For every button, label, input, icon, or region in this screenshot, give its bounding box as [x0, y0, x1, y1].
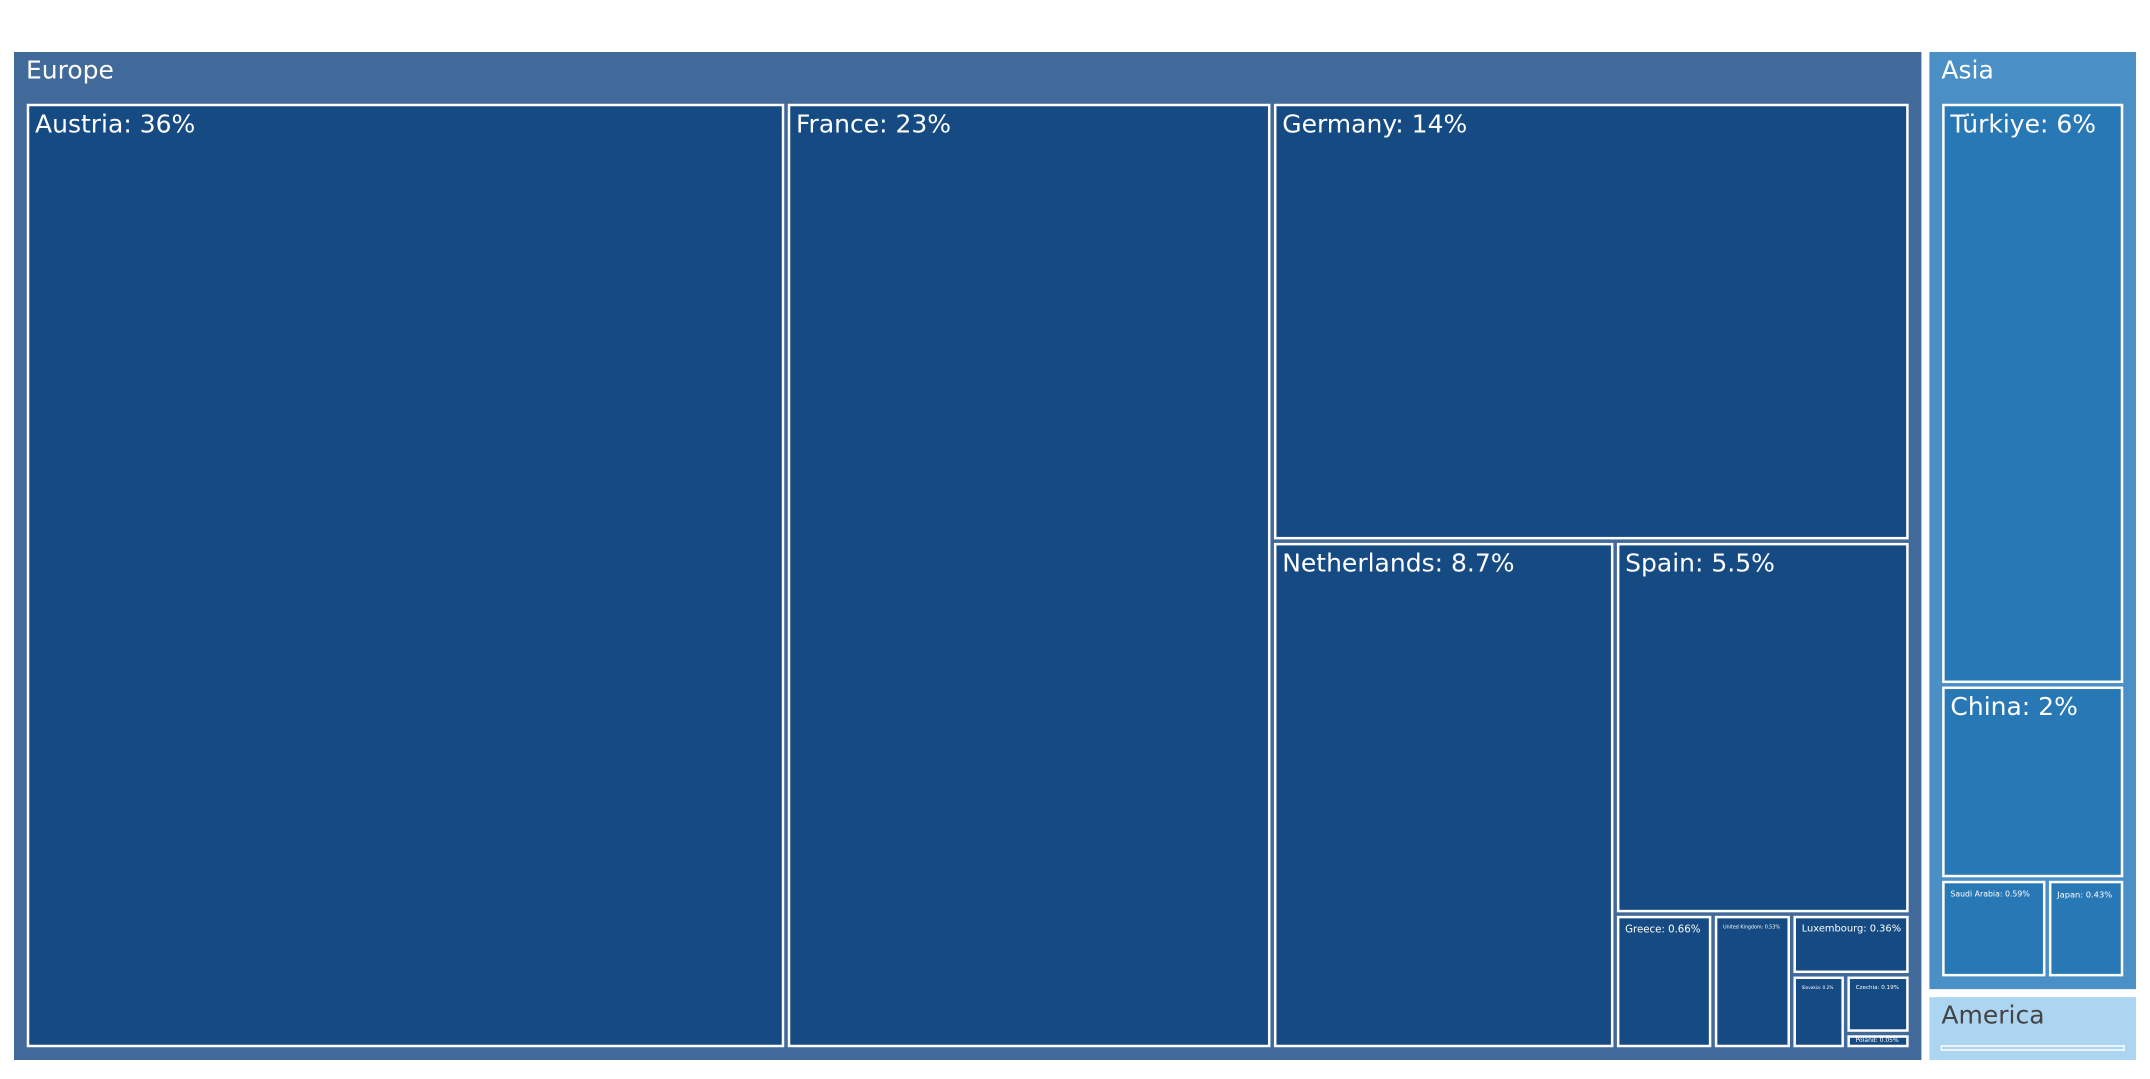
group-strip [1940, 1045, 2125, 1051]
leaf-label: Türkiye: 6% [1949, 109, 2096, 138]
leaf-label: Poland: 0.05% [1856, 1037, 1899, 1044]
leaf-label: Germany: 14% [1282, 109, 1467, 138]
group-label: Europe [26, 55, 114, 84]
leaf-box [26, 103, 785, 1048]
leaf-box [1847, 1035, 1909, 1048]
leaf-label: Japan: 0.43% [2056, 889, 2112, 899]
leaf-box [1942, 103, 2124, 684]
leaf-box [1793, 976, 1844, 1048]
leaf-label: United Kingdom: 0.53% [1723, 924, 1780, 930]
leaf-box [1273, 103, 1909, 540]
leaf-box [1616, 915, 1712, 1048]
leaf-label: Greece: 0.66% [1625, 924, 1701, 935]
leaf-box [1942, 880, 2046, 977]
leaf-label: France: 23% [796, 109, 951, 138]
leaf-box [1793, 915, 1909, 974]
group-label: Asia [1941, 55, 1993, 84]
leaf-box [1942, 686, 2124, 878]
leaf-box [1714, 915, 1790, 1048]
leaf-box [1616, 542, 1909, 913]
leaf-box [2048, 880, 2124, 977]
leaf-label: Czechia: 0.19% [1856, 985, 1899, 991]
leaf-label: China: 2% [1950, 692, 2077, 721]
leaf-label: Austria: 36% [35, 109, 195, 138]
leaf-box [1847, 976, 1909, 1032]
leaf-label: Spain: 5.5% [1625, 549, 1775, 578]
leaf-label: Slovakia: 0.2% [1802, 985, 1834, 991]
leaf-label: Saudi Arabia: 0.59% [1950, 890, 2029, 899]
leaf-label: Luxembourg: 0.36% [1802, 924, 1901, 935]
leaf-label: Netherlands: 8.7% [1282, 549, 1514, 578]
group-label: America [1941, 1001, 2044, 1030]
leaf-box [1273, 542, 1614, 1048]
leaf-box [787, 103, 1271, 1048]
